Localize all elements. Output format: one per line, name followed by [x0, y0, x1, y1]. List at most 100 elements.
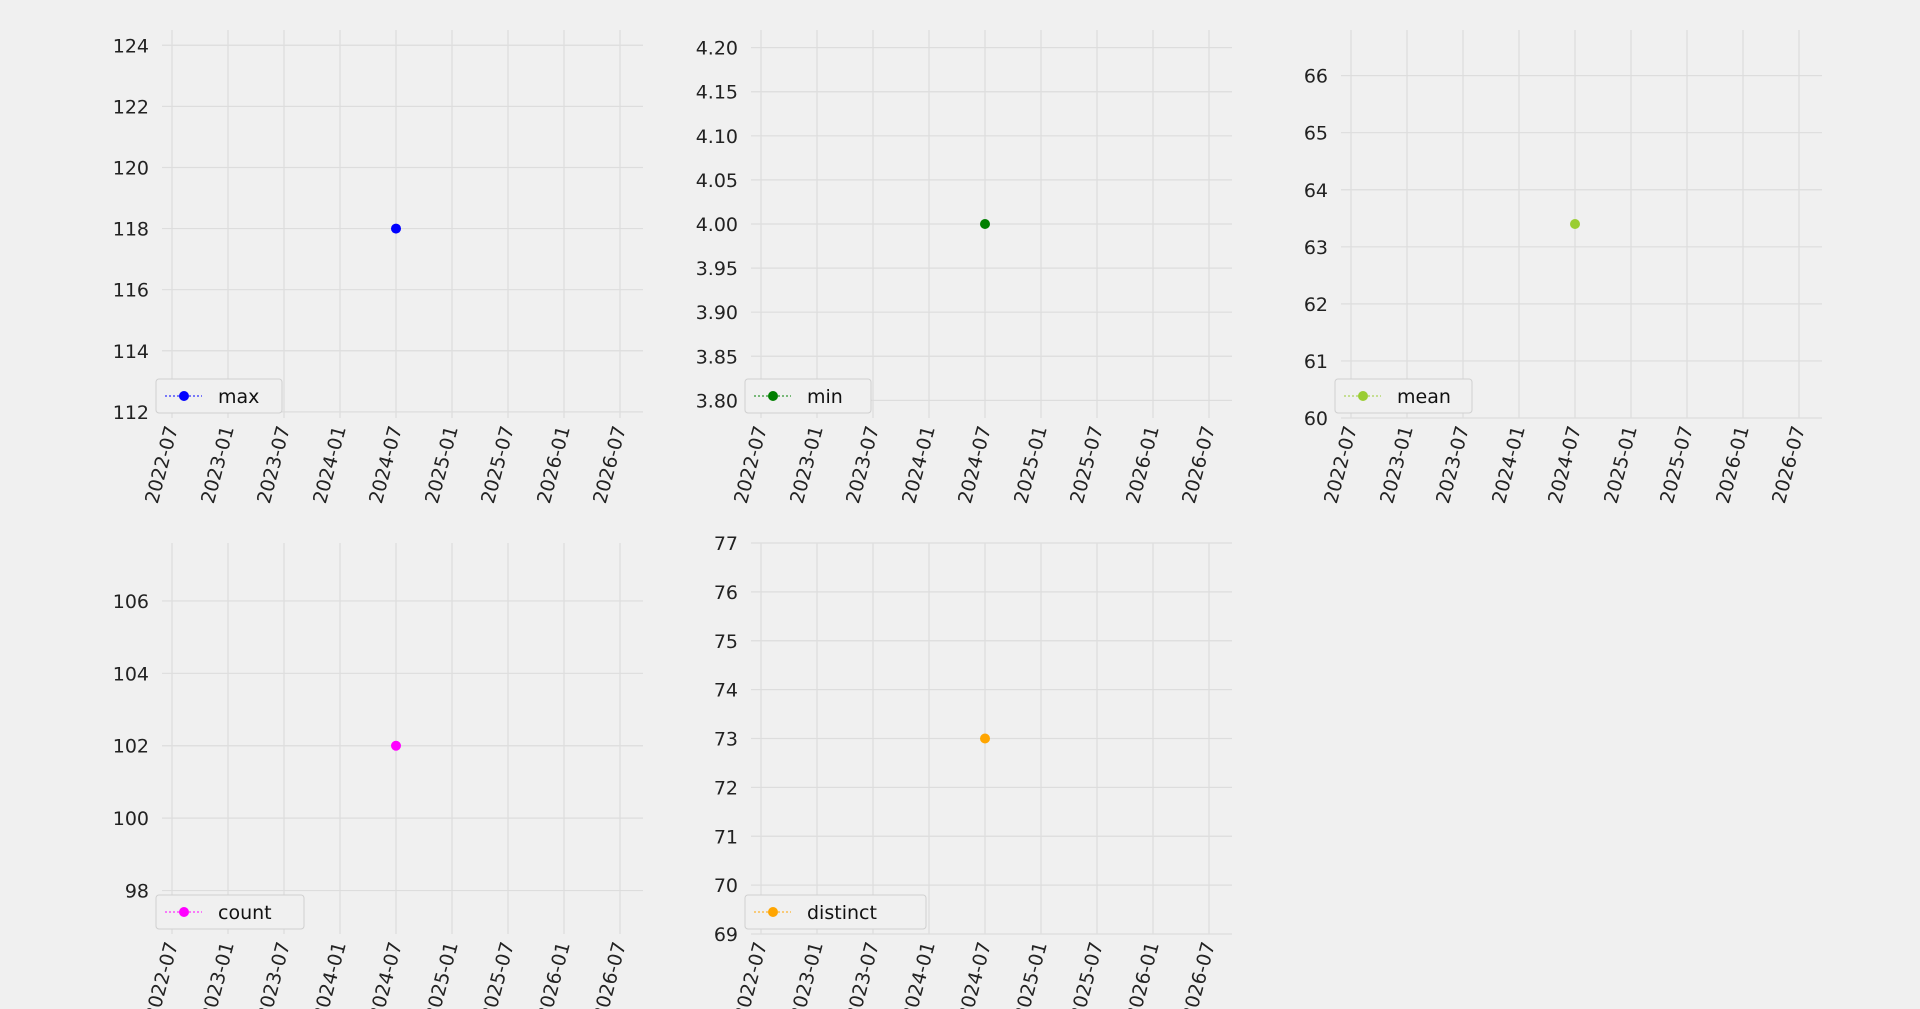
legend-marker	[179, 907, 189, 917]
x-tick-label: 2025-01	[1010, 940, 1052, 1009]
y-tick-label: 104	[113, 663, 149, 685]
data-point-max	[391, 223, 401, 234]
x-tick-label: 2025-07	[1066, 424, 1108, 506]
x-tick-label: 2024-07	[954, 940, 996, 1009]
x-tick-label: 2023-07	[842, 940, 884, 1009]
x-tick-label: 2026-07	[589, 940, 631, 1009]
legend: max	[155, 378, 283, 414]
x-tick-label: 2024-07	[954, 424, 996, 506]
x-tick-label: 2024-07	[1544, 424, 1586, 506]
x-tick-label: 2026-01	[1122, 940, 1164, 1009]
y-tick-label: 77	[714, 533, 738, 555]
legend: count	[155, 894, 305, 930]
x-tick-label: 2024-01	[898, 424, 940, 506]
legend-label: mean	[1397, 386, 1451, 408]
legend-label: distinct	[807, 902, 877, 924]
data-point-distinct	[980, 733, 990, 744]
x-tick-label: 2025-01	[1600, 424, 1642, 506]
legend-box	[155, 378, 283, 414]
x-tick-label: 2024-07	[365, 940, 407, 1009]
y-tick-label: 112	[113, 402, 149, 424]
legend-box	[744, 378, 872, 414]
y-tick-label: 75	[714, 631, 738, 653]
legend-label: count	[218, 902, 272, 924]
y-tick-label: 4.00	[696, 214, 738, 236]
legend-box	[155, 894, 305, 930]
y-tick-label: 63	[1304, 237, 1328, 259]
y-tick-label: 60	[1304, 408, 1328, 430]
legend-marker	[768, 391, 778, 401]
y-tick-label: 73	[714, 729, 738, 751]
y-tick-label: 62	[1304, 294, 1328, 316]
x-tick-label: 2022-07	[141, 940, 183, 1009]
y-tick-label: 4.20	[696, 38, 738, 60]
x-tick-label: 2026-07	[589, 424, 631, 506]
y-tick-label: 118	[113, 219, 149, 241]
y-tick-label: 3.80	[696, 390, 738, 412]
x-tick-label: 2025-01	[421, 940, 463, 1009]
x-tick-label: 2023-07	[253, 424, 295, 506]
y-tick-label: 61	[1304, 351, 1328, 373]
legend: mean	[1334, 378, 1473, 414]
x-tick-label: 2022-07	[730, 940, 772, 1009]
x-tick-label: 2024-07	[365, 424, 407, 506]
y-tick-label: 4.15	[696, 82, 738, 104]
y-tick-label: 116	[113, 280, 149, 302]
legend: distinct	[744, 894, 927, 930]
x-tick-label: 2023-01	[786, 424, 828, 506]
legend-marker	[179, 391, 189, 401]
x-tick-label: 2026-07	[1178, 424, 1220, 506]
x-tick-label: 2026-01	[533, 424, 575, 506]
x-tick-label: 2024-01	[309, 940, 351, 1009]
x-tick-label: 2023-01	[197, 940, 239, 1009]
x-tick-label: 2026-01	[1712, 424, 1754, 506]
x-tick-label: 2022-07	[1320, 424, 1362, 506]
y-tick-label: 4.10	[696, 126, 738, 148]
y-tick-label: 102	[113, 736, 149, 758]
x-tick-label: 2024-01	[1488, 424, 1530, 506]
x-tick-label: 2025-01	[421, 424, 463, 506]
x-tick-label: 2025-07	[477, 424, 519, 506]
x-tick-label: 2026-01	[533, 940, 575, 1009]
y-tick-label: 71	[714, 826, 738, 848]
y-tick-label: 3.95	[696, 258, 738, 280]
x-tick-label: 2026-01	[1122, 424, 1164, 506]
y-tick-label: 3.90	[696, 302, 738, 324]
subplot-min: 3.80 3.85 3.90 3.95 4.00 4.05 4.10 4.15 4.20 2022…	[696, 30, 1232, 506]
x-tick-label: 2023-01	[786, 940, 828, 1009]
x-tick-label: 2022-07	[141, 424, 183, 506]
legend-marker	[768, 907, 778, 917]
y-tick-label: 3.85	[696, 346, 738, 368]
x-tick-label: 2026-07	[1768, 424, 1810, 506]
y-tick-label: 64	[1304, 180, 1328, 202]
legend-label: min	[807, 386, 843, 408]
x-tick-label: 2025-01	[1010, 424, 1052, 506]
data-point-count	[391, 740, 401, 751]
subplot-count: 98 100 102 104 106 2022-07 2023-01 2023-07 2024-…	[113, 543, 643, 1009]
subplot-distinct: 69 70 71 72 73 74 75 76 77 2022-07 2023-01 2023-07 2…	[714, 533, 1232, 1009]
y-tick-label: 100	[113, 808, 149, 830]
y-tick-label: 98	[125, 881, 149, 903]
x-tick-label: 2025-07	[1066, 940, 1108, 1009]
legend-box	[1334, 378, 1473, 414]
x-tick-label: 2023-07	[842, 424, 884, 506]
y-tick-label: 70	[714, 875, 738, 897]
legend-marker	[1358, 391, 1368, 401]
y-tick-label: 114	[113, 341, 149, 363]
y-tick-label: 122	[113, 96, 149, 118]
subplot-mean: 60 61 62 63 64 65 66 2022-07 2023-01 2023-07 2024-…	[1304, 30, 1822, 506]
y-tick-label: 106	[113, 591, 149, 613]
legend: min	[744, 378, 872, 414]
y-tick-label: 66	[1304, 66, 1328, 88]
y-tick-label: 124	[113, 35, 149, 57]
subplot-max: 112 114 116 118 120 122 124 2022-07 2023-01 2023-…	[113, 30, 643, 506]
x-tick-label: 2024-01	[309, 424, 351, 506]
x-tick-label: 2023-01	[1376, 424, 1418, 506]
x-tick-label: 2026-07	[1178, 940, 1220, 1009]
x-tick-label: 2023-07	[253, 940, 295, 1009]
y-tick-label: 76	[714, 582, 738, 604]
legend-box	[744, 894, 927, 930]
x-tick-label: 2025-07	[1656, 424, 1698, 506]
y-tick-label: 4.05	[696, 170, 738, 192]
